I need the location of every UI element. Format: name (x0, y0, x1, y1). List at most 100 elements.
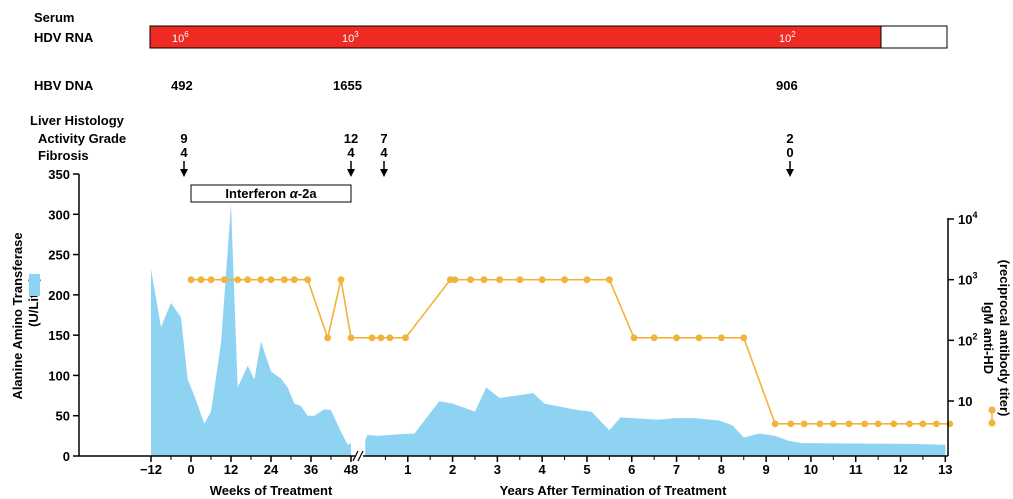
igm-point (290, 276, 298, 284)
igm-point (187, 276, 195, 284)
igm-point (583, 276, 591, 284)
igm-point (932, 420, 940, 428)
igm-point (695, 334, 703, 342)
biopsy-3-fibrosis: 4 (380, 145, 388, 160)
right-tick-label: 102 (958, 331, 977, 348)
igm-point (451, 276, 459, 284)
week-tick-label: 12 (224, 462, 238, 477)
hbv-dna-value-2: 1655 (333, 78, 362, 93)
igm-point (673, 334, 680, 342)
hdv-rna-positive-bar (150, 26, 881, 48)
igm-point (377, 334, 385, 342)
right-tick-label: 104 (958, 210, 977, 227)
igm-point (919, 420, 927, 428)
years-axis-ticks: 1 2 3 4 5 6 7 8 9 10 11 12 13 (384, 456, 953, 477)
serum-label: Serum (34, 10, 74, 25)
igm-point (717, 334, 725, 342)
week-tick-label: 24 (264, 462, 279, 477)
igm-point (605, 276, 613, 284)
igm-point (516, 276, 524, 284)
igm-point (304, 276, 312, 284)
biopsy-4: 2 0 (786, 131, 794, 177)
igm-point (771, 420, 779, 428)
igm-point (220, 276, 228, 284)
year-tick-label: 1 (404, 462, 411, 477)
biopsy-1-fibrosis: 4 (180, 145, 188, 160)
igm-point (257, 276, 265, 284)
biopsy-4-activity: 2 (786, 131, 793, 146)
liver-histology-title: Liver Histology (30, 113, 125, 128)
left-tick-label: 200 (48, 288, 70, 303)
hdv-rna-bar-outline (149, 25, 948, 49)
left-tick-label: 100 (48, 368, 70, 383)
left-axis-label: Alanine Amino Transferase (U/Liter) (10, 232, 41, 399)
alt-legend-swatch (29, 274, 40, 296)
alt-area-series (151, 204, 946, 456)
year-tick-label: 4 (539, 462, 547, 477)
igm-point (368, 334, 376, 342)
left-tick-label: 50 (56, 409, 70, 424)
fibrosis-label: Fibrosis (38, 148, 89, 163)
left-axis-label-line-1: Alanine Amino Transferase (10, 232, 25, 399)
hdv-rna-level-3: 102 (779, 30, 796, 45)
biopsy-arrow-icon (347, 169, 355, 177)
left-tick-label: 0 (63, 449, 70, 464)
igm-point (402, 334, 409, 342)
year-tick-label: 3 (494, 462, 501, 477)
igm-point (861, 420, 869, 428)
igm-point (467, 276, 474, 284)
weeks-axis-title: Weeks of Treatment (210, 483, 333, 498)
igm-point (650, 334, 658, 342)
igm-point (496, 276, 504, 284)
igm-point (538, 276, 546, 284)
igm-point (906, 420, 913, 428)
alt-area-weeks (151, 204, 351, 456)
biopsy-arrow-icon (786, 169, 794, 177)
igm-point (347, 334, 355, 342)
hbv-dna-value-1: 492 (171, 78, 193, 93)
igm-point (890, 420, 898, 428)
axis-break-mark (352, 450, 359, 462)
hbv-dna-label: HBV DNA (34, 78, 94, 93)
biopsy-arrow-icon (180, 169, 188, 177)
igm-point (800, 420, 808, 428)
igm-point (845, 420, 853, 428)
axis-break-mark (357, 450, 364, 462)
right-axis-label-line-2: (reciprocal antibody titer) (997, 260, 1012, 417)
left-tick-label: 250 (48, 248, 70, 263)
left-tick-label: 350 (48, 167, 70, 182)
right-tick-label: 10 (958, 394, 972, 409)
alt-area-years (365, 387, 946, 456)
biopsy-arrow-icon (380, 169, 388, 177)
hdv-rna-negative-bar (880, 25, 948, 49)
igm-point (280, 276, 288, 284)
igm-point (244, 276, 252, 284)
year-tick-label: 10 (804, 462, 818, 477)
right-axis-label-line-1: IgM anti-HD (981, 302, 996, 374)
left-tick-label: 300 (48, 207, 70, 222)
right-axis-ticks: 10 102 103 104 (948, 210, 977, 409)
left-axis-ticks: 0 50 100 150 200 250 300 350 (48, 167, 79, 464)
weeks-axis-ticks: −12 0 12 24 36 48 (140, 456, 358, 477)
igm-point (787, 420, 795, 428)
biopsy-2-fibrosis: 4 (347, 145, 355, 160)
week-tick-label: 36 (304, 462, 318, 477)
year-tick-label: 12 (893, 462, 907, 477)
igm-point (234, 276, 242, 284)
hdv-rna-label: HDV RNA (34, 30, 94, 45)
interferon-label: Interferon α-2a (225, 186, 317, 201)
year-tick-label: 11 (849, 462, 863, 477)
interferon-treatment-box (190, 184, 352, 203)
year-tick-label: 7 (673, 462, 680, 477)
year-tick-label: 6 (628, 462, 635, 477)
biopsy-2-activity: 12 (344, 131, 358, 146)
igm-legend-swatch (988, 406, 996, 427)
igm-point (630, 334, 638, 342)
igm-point (561, 276, 568, 284)
left-tick-label: 150 (48, 328, 70, 343)
year-tick-label: 5 (583, 462, 590, 477)
hdv-rna-level-2: 103 (342, 30, 359, 45)
right-tick-label: 103 (958, 271, 977, 288)
activity-grade-label: Activity Grade (38, 131, 126, 146)
